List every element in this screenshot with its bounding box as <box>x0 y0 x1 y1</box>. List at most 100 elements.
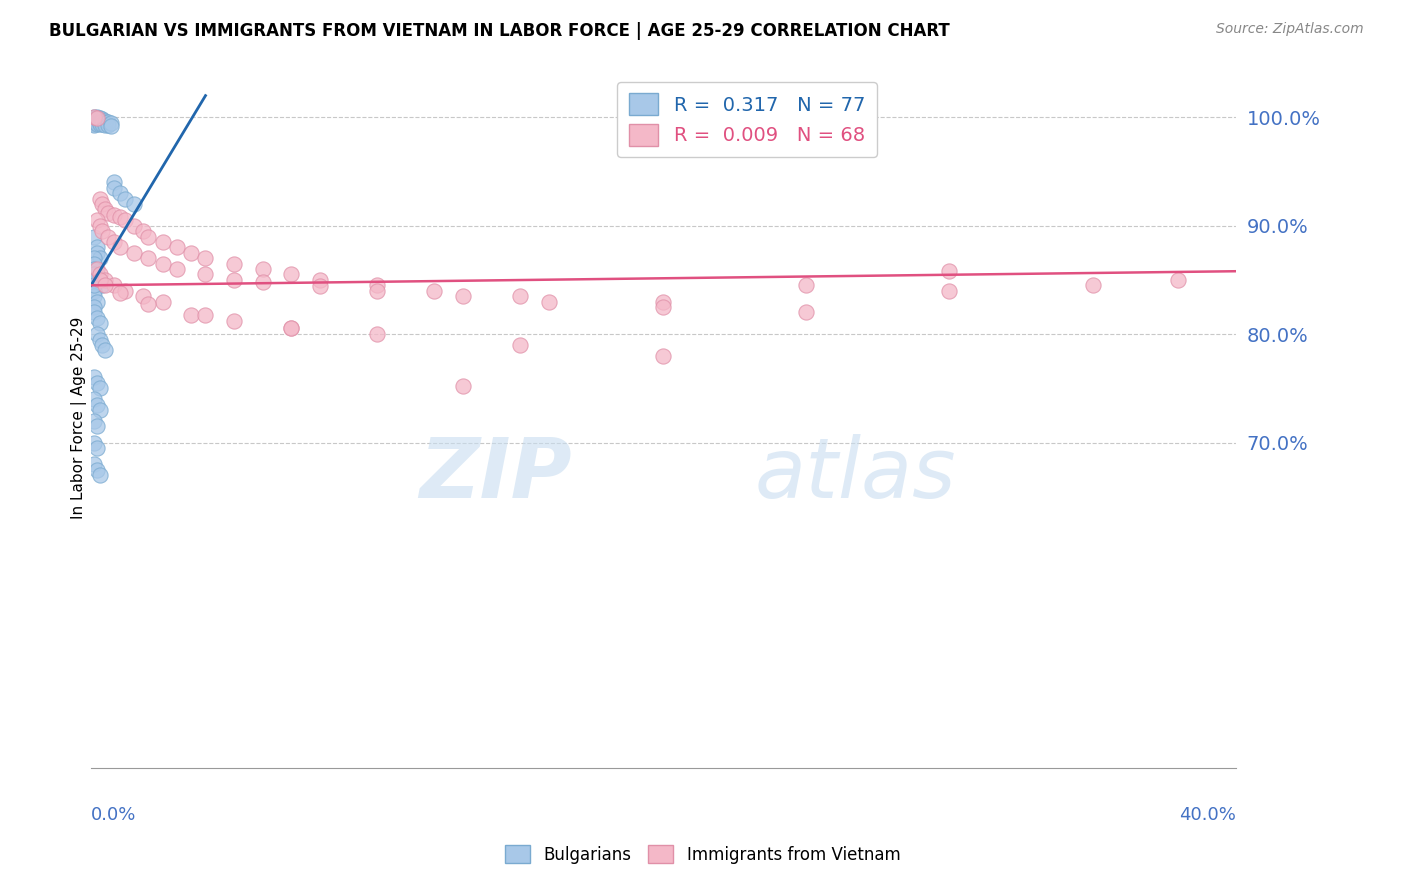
Point <box>83 251 105 265</box>
Point <box>938 264 960 278</box>
Point <box>194 308 217 322</box>
Point <box>652 349 675 363</box>
Point <box>366 284 388 298</box>
Point <box>89 251 111 265</box>
Point <box>451 289 474 303</box>
Point <box>91 113 114 128</box>
Point <box>83 229 105 244</box>
Point <box>131 224 153 238</box>
Point <box>83 273 105 287</box>
Text: 40.0%: 40.0% <box>1178 806 1236 824</box>
Point <box>83 278 105 293</box>
Point <box>83 112 105 127</box>
Point <box>86 419 108 434</box>
Text: atlas: atlas <box>755 434 956 515</box>
Point <box>83 284 105 298</box>
Point <box>83 257 105 271</box>
Point <box>86 240 108 254</box>
Point <box>94 273 117 287</box>
Point <box>86 113 108 128</box>
Point <box>91 117 114 131</box>
Point <box>103 208 125 222</box>
Point <box>89 333 111 347</box>
Point <box>114 284 136 298</box>
Point <box>83 392 105 406</box>
Point <box>86 213 108 227</box>
Point <box>89 273 111 287</box>
Point <box>108 210 131 224</box>
Point <box>94 116 117 130</box>
Point <box>89 112 111 127</box>
Point <box>83 370 105 384</box>
Point <box>136 229 159 244</box>
Point <box>86 112 108 126</box>
Point <box>152 235 174 249</box>
Point <box>86 112 108 127</box>
Point <box>537 294 560 309</box>
Point <box>366 278 388 293</box>
Point <box>366 327 388 342</box>
Point <box>83 435 105 450</box>
Point <box>83 116 105 130</box>
Legend: Bulgarians, Immigrants from Vietnam: Bulgarians, Immigrants from Vietnam <box>499 838 907 871</box>
Point <box>83 117 105 131</box>
Point <box>94 343 117 358</box>
Point <box>122 245 145 260</box>
Point <box>1081 278 1104 293</box>
Point <box>423 284 446 298</box>
Point <box>100 116 122 130</box>
Point <box>89 192 111 206</box>
Point <box>94 202 117 217</box>
Point <box>309 273 332 287</box>
Point <box>86 112 108 126</box>
Point <box>83 457 105 471</box>
Text: Source: ZipAtlas.com: Source: ZipAtlas.com <box>1216 22 1364 37</box>
Point <box>180 308 202 322</box>
Point <box>136 297 159 311</box>
Point <box>166 240 188 254</box>
Point <box>86 114 108 128</box>
Point <box>103 278 125 293</box>
Point <box>152 294 174 309</box>
Point <box>89 116 111 130</box>
Point <box>83 112 105 126</box>
Point <box>86 116 108 130</box>
Point <box>114 213 136 227</box>
Point <box>97 229 120 244</box>
Point <box>509 338 531 352</box>
Point <box>91 338 114 352</box>
Point <box>91 224 114 238</box>
Point <box>1167 273 1189 287</box>
Point <box>86 441 108 455</box>
Point <box>252 275 274 289</box>
Point <box>89 403 111 417</box>
Point <box>108 240 131 254</box>
Text: 0.0%: 0.0% <box>91 806 136 824</box>
Text: ZIP: ZIP <box>419 434 572 515</box>
Point <box>86 462 108 476</box>
Point <box>89 273 111 287</box>
Point <box>86 117 108 131</box>
Point <box>89 114 111 128</box>
Point <box>94 278 117 293</box>
Point <box>83 414 105 428</box>
Point <box>194 251 217 265</box>
Y-axis label: In Labor Force | Age 25-29: In Labor Force | Age 25-29 <box>72 317 87 519</box>
Point <box>652 294 675 309</box>
Point <box>89 268 111 282</box>
Point <box>180 245 202 260</box>
Point <box>796 278 818 293</box>
Point <box>108 285 131 300</box>
Point <box>89 117 111 131</box>
Point <box>86 262 108 277</box>
Point <box>122 219 145 233</box>
Point <box>83 118 105 132</box>
Point <box>86 310 108 325</box>
Point <box>91 278 114 293</box>
Point <box>89 468 111 483</box>
Point <box>83 305 105 319</box>
Point <box>114 192 136 206</box>
Point <box>86 111 108 125</box>
Point <box>83 111 105 125</box>
Point <box>280 320 302 334</box>
